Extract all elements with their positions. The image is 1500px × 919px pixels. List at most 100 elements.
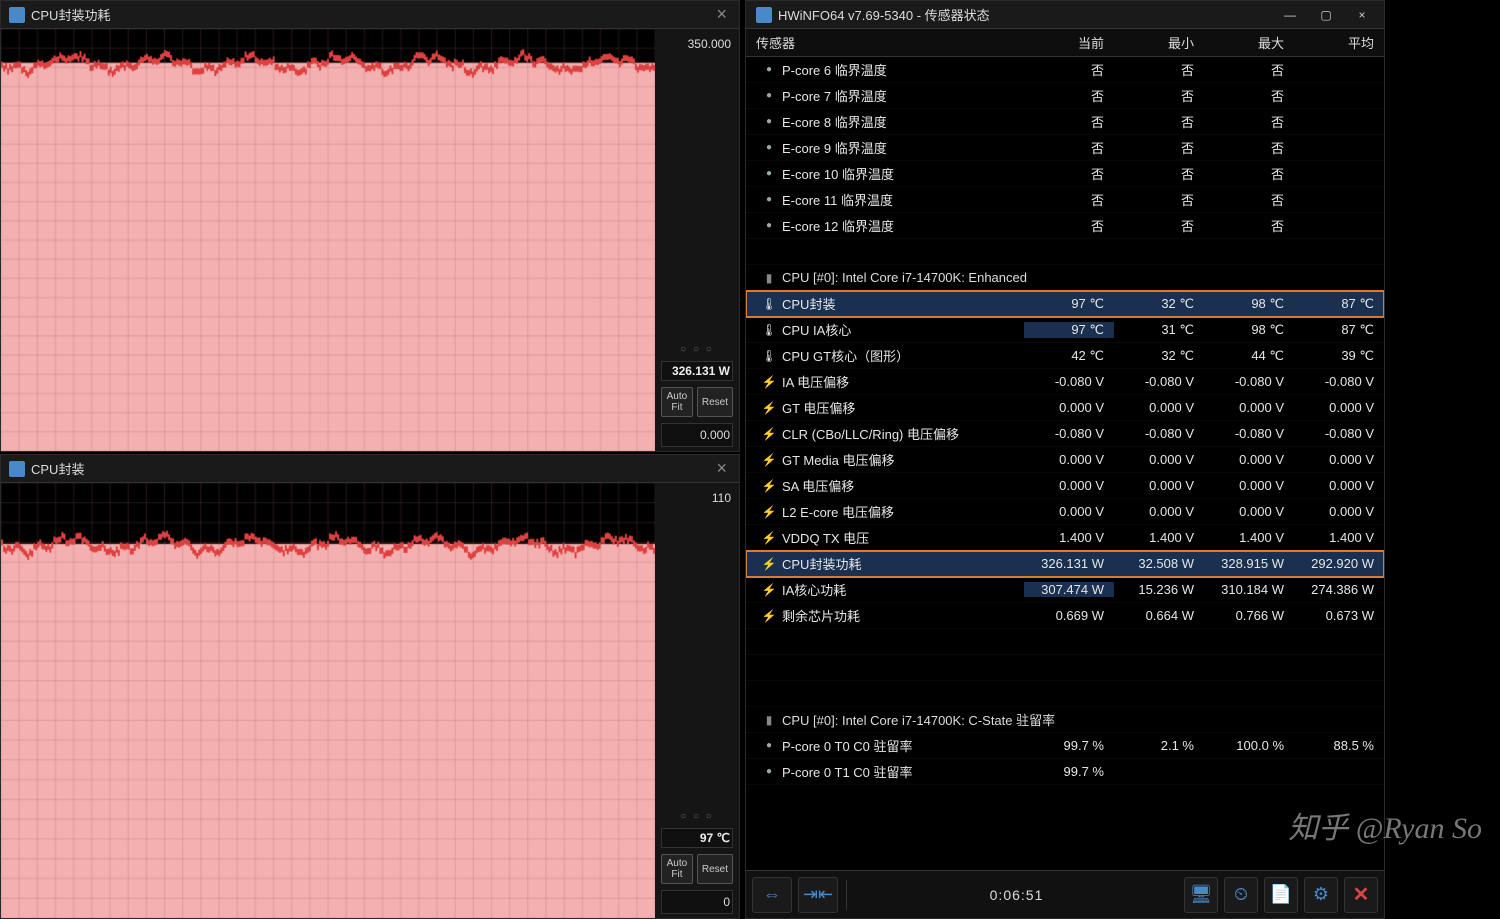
reset-button[interactable]: Reset [697, 387, 733, 417]
sensor-cur: 0.000 V [1024, 478, 1114, 493]
col-max[interactable]: 最大 [1204, 33, 1294, 52]
elapsed-time: 0:06:51 [855, 887, 1178, 903]
sensor-row[interactable]: P-core 0 T0 C0 驻留率99.7 %2.1 %100.0 %88.5… [746, 733, 1384, 759]
close-icon[interactable]: × [1344, 3, 1380, 27]
col-avg[interactable]: 平均 [1294, 33, 1384, 52]
sensor-cur: 否 [1024, 190, 1114, 209]
sensor-row[interactable]: IA 电压偏移-0.080 V-0.080 V-0.080 V-0.080 V [746, 369, 1384, 395]
sensor-min: 否 [1114, 86, 1204, 105]
graph-window-power: CPU封装功耗 × 350.000 ○ ○ ○ 326.131 W Auto F… [0, 0, 740, 452]
sensor-label: CPU封装 [782, 294, 1024, 313]
gear-icon: ⚙ [1313, 884, 1329, 905]
bolt-icon [760, 557, 778, 571]
therm-icon [760, 297, 778, 311]
sensor-avg: 274.386 W [1294, 582, 1384, 597]
sensor-row[interactable]: VDDQ TX 电压1.400 V1.400 V1.400 V1.400 V [746, 525, 1384, 551]
sensor-row[interactable]: 剩余芯片功耗0.669 W0.664 W0.766 W0.673 W [746, 603, 1384, 629]
sensor-group-row[interactable]: CPU [#0]: Intel Core i7-14700K: C-State … [746, 707, 1384, 733]
app-icon [9, 7, 25, 23]
sensor-cur: 0.669 W [1024, 608, 1114, 623]
monitor-button[interactable]: 🖥 [1184, 877, 1218, 913]
sensor-row[interactable]: CPU封装功耗326.131 W32.508 W328.915 W292.920… [746, 551, 1384, 577]
sensor-avg: 0.000 V [1294, 478, 1384, 493]
sensor-min: 32.508 W [1114, 556, 1204, 571]
sensor-avg: 87 ℃ [1294, 322, 1384, 338]
sensor-avg: 39 ℃ [1294, 348, 1384, 364]
sensor-label: L2 E-core 电压偏移 [782, 502, 1024, 521]
sensor-min: 0.664 W [1114, 608, 1204, 623]
sensor-row[interactable]: CLR (CBo/LLC/Ring) 电压偏移-0.080 V-0.080 V-… [746, 421, 1384, 447]
settings-button[interactable]: ⚙ [1304, 877, 1338, 913]
sensor-max: 98 ℃ [1204, 296, 1294, 312]
sensor-cur: 97 ℃ [1024, 296, 1114, 312]
sensor-cur: 99.7 % [1024, 764, 1114, 779]
sensor-row[interactable]: IA核心功耗307.474 W15.236 W310.184 W274.386 … [746, 577, 1384, 603]
sensor-min: 32 ℃ [1114, 348, 1204, 364]
blank-row [746, 239, 1384, 265]
sensor-row[interactable]: GT 电压偏移0.000 V0.000 V0.000 V0.000 V [746, 395, 1384, 421]
col-sensor[interactable]: 传感器 [746, 33, 1024, 52]
sensor-cur: 0.000 V [1024, 504, 1114, 519]
sensor-row[interactable]: CPU GT核心（图形）42 ℃32 ℃44 ℃39 ℃ [746, 343, 1384, 369]
sensor-max: 310.184 W [1204, 582, 1294, 597]
autofit-button[interactable]: Auto Fit [661, 387, 693, 417]
sensor-max: 0.000 V [1204, 504, 1294, 519]
sensor-row[interactable]: CPU IA核心97 ℃31 ℃98 ℃87 ℃ [746, 317, 1384, 343]
sensor-avg: -0.080 V [1294, 426, 1384, 441]
graph-power-titlebar[interactable]: CPU封装功耗 × [1, 1, 739, 29]
collapse-button[interactable]: ⇥⇤ [798, 877, 838, 913]
sensor-row[interactable]: L2 E-core 电压偏移0.000 V0.000 V0.000 V0.000… [746, 499, 1384, 525]
sensor-min: 否 [1114, 164, 1204, 183]
dot-icon [760, 194, 778, 205]
sensor-row[interactable]: CPU封装97 ℃32 ℃98 ℃87 ℃ [746, 291, 1384, 317]
sensor-label: P-core 7 临界温度 [782, 86, 1024, 105]
reset-button[interactable]: Reset [697, 854, 733, 884]
minimize-icon[interactable]: — [1272, 3, 1308, 27]
sensor-avg: -0.080 V [1294, 374, 1384, 389]
sensor-window: HWiNFO64 v7.69-5340 - 传感器状态 — ▢ × 传感器 当前… [745, 0, 1385, 919]
blank-row [746, 629, 1384, 655]
sensor-row[interactable]: E-core 9 临界温度否否否 [746, 135, 1384, 161]
dot-icon [760, 116, 778, 127]
sensor-label: IA核心功耗 [782, 580, 1024, 599]
close-button[interactable]: ✕ [1344, 877, 1378, 913]
autofit-button[interactable]: Auto Fit [661, 854, 693, 884]
sensor-table[interactable]: P-core 6 临界温度否否否P-core 7 临界温度否否否E-core 8… [746, 57, 1384, 821]
maximize-icon[interactable]: ▢ [1308, 3, 1344, 27]
clock-button[interactable]: ⏲ [1224, 877, 1258, 913]
sensor-max: 否 [1204, 216, 1294, 235]
sensor-row[interactable]: E-core 12 临界温度否否否 [746, 213, 1384, 239]
close-icon[interactable]: × [712, 458, 731, 479]
col-min[interactable]: 最小 [1114, 33, 1204, 52]
graph-power-current: 326.131 W [661, 361, 733, 381]
left-pane: CPU封装功耗 × 350.000 ○ ○ ○ 326.131 W Auto F… [0, 0, 740, 919]
close-icon[interactable]: × [712, 4, 731, 25]
sensor-cur: 否 [1024, 164, 1114, 183]
bolt-icon [760, 505, 778, 519]
sensor-label: E-core 10 临界温度 [782, 164, 1024, 183]
sensor-min: 2.1 % [1114, 738, 1204, 753]
sensor-titlebar[interactable]: HWiNFO64 v7.69-5340 - 传感器状态 — ▢ × [746, 1, 1384, 29]
sensor-row[interactable]: P-core 6 临界温度否否否 [746, 57, 1384, 83]
sensor-max: -0.080 V [1204, 426, 1294, 441]
sensor-row[interactable]: SA 电压偏移0.000 V0.000 V0.000 V0.000 V [746, 473, 1384, 499]
dot-icon [760, 64, 778, 75]
sensor-row[interactable]: E-core 8 临界温度否否否 [746, 109, 1384, 135]
sensor-row[interactable]: GT Media 电压偏移0.000 V0.000 V0.000 V0.000 … [746, 447, 1384, 473]
sensor-row[interactable]: P-core 7 临界温度否否否 [746, 83, 1384, 109]
bolt-icon [760, 375, 778, 389]
sensor-toolbar: ⇔ ⇥⇤ 0:06:51 🖥 ⏲ 📄 ⚙ ✕ [746, 870, 1384, 918]
log-button[interactable]: 📄 [1264, 877, 1298, 913]
sensor-min: 否 [1114, 190, 1204, 209]
expand-button[interactable]: ⇔ [752, 877, 792, 913]
sensor-row[interactable]: E-core 10 临界温度否否否 [746, 161, 1384, 187]
sensor-group-row[interactable]: CPU [#0]: Intel Core i7-14700K: Enhanced [746, 265, 1384, 291]
close-icon: ✕ [1353, 882, 1370, 907]
sensor-row[interactable]: E-core 11 临界温度否否否 [746, 187, 1384, 213]
arrows-out-icon: ⇔ [763, 884, 781, 905]
sensor-avg: 0.000 V [1294, 400, 1384, 415]
graph-temp-titlebar[interactable]: CPU封装 × [1, 455, 739, 483]
sensor-max: 0.000 V [1204, 452, 1294, 467]
sensor-row[interactable]: P-core 0 T1 C0 驻留率99.7 % [746, 759, 1384, 785]
col-current[interactable]: 当前 [1024, 33, 1114, 52]
